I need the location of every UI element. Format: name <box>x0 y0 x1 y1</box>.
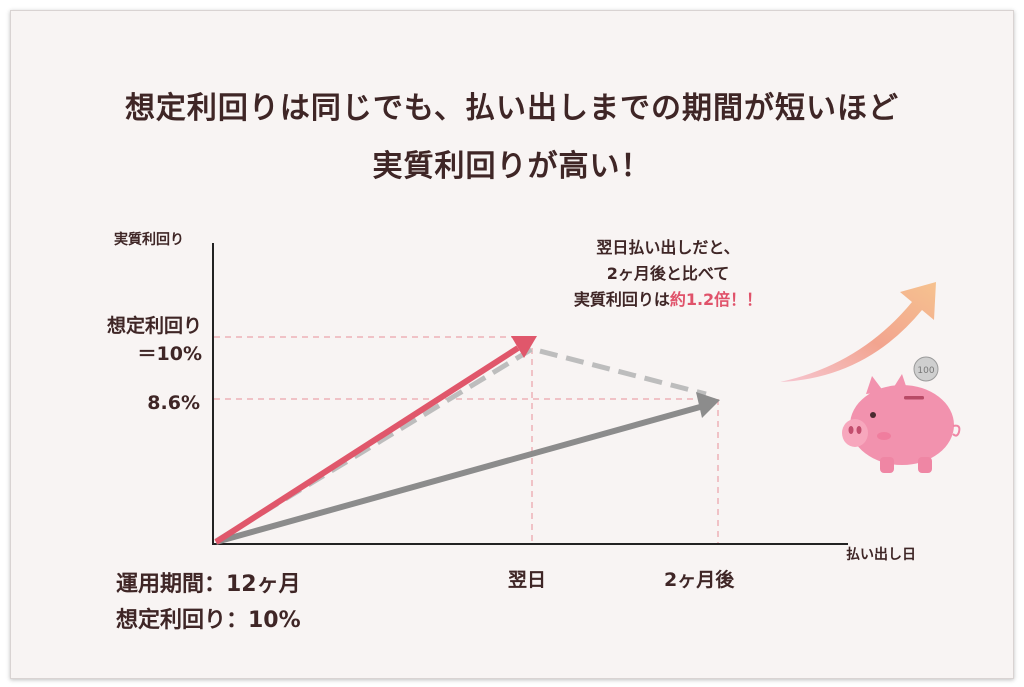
infographic-card: 想定利回りは同じでも、払い出しまでの期間が短いほど 実質利回りが高い！ <box>10 10 1014 679</box>
title-line-2: 実質利回りが高い！ <box>372 149 652 184</box>
y-tick-assumed-line1: 想定利回り <box>106 315 202 337</box>
comparison-dashed-line <box>214 346 707 544</box>
note-line-3: 実質利回りは約1.2倍！！ <box>540 287 796 313</box>
x-tick-next-day: 翌日 <box>508 569 547 591</box>
next-day-arrow-line <box>214 345 520 545</box>
condition-assumed-yield: 想定利回り：10% <box>116 608 301 633</box>
comparison-note: 翌日払い出しだと、 2ヶ月後と比べて 実質利回りは約1.2倍！！ <box>540 235 796 313</box>
coin-icon: 100 <box>913 356 939 382</box>
note-line-2: 2ヶ月後と比べて <box>606 264 730 283</box>
note-highlight: 約1.2倍！！ <box>669 290 763 309</box>
next-day-arrow-head <box>511 336 537 358</box>
two-months-arrow-line <box>215 404 701 545</box>
y-axis-label: 実質利回り <box>114 232 184 248</box>
condition-period: 運用期間：12ヶ月 <box>116 572 301 597</box>
note-line-1: 翌日払い出しだと、 <box>596 238 740 257</box>
two-months-arrow-head <box>696 392 720 418</box>
y-tick-real: 8.6% <box>147 392 200 414</box>
title-line-1: 想定利回りは同じでも、払い出しまでの期間が短いほど <box>124 91 900 126</box>
x-tick-two-months: 2ヶ月後 <box>664 569 735 591</box>
y-tick-assumed-line2: ＝10% <box>137 343 202 365</box>
y-tick-assumed: 想定利回り ＝10% <box>88 312 202 368</box>
x-axis-label: 払い出し日 <box>846 547 916 563</box>
guide-lines <box>214 336 719 545</box>
piggy-bank-icon <box>842 374 961 473</box>
rising-arrow-icon <box>780 282 936 382</box>
note-line-3-prefix: 実質利回りは <box>573 290 670 309</box>
coin-label: 100 <box>917 366 934 376</box>
